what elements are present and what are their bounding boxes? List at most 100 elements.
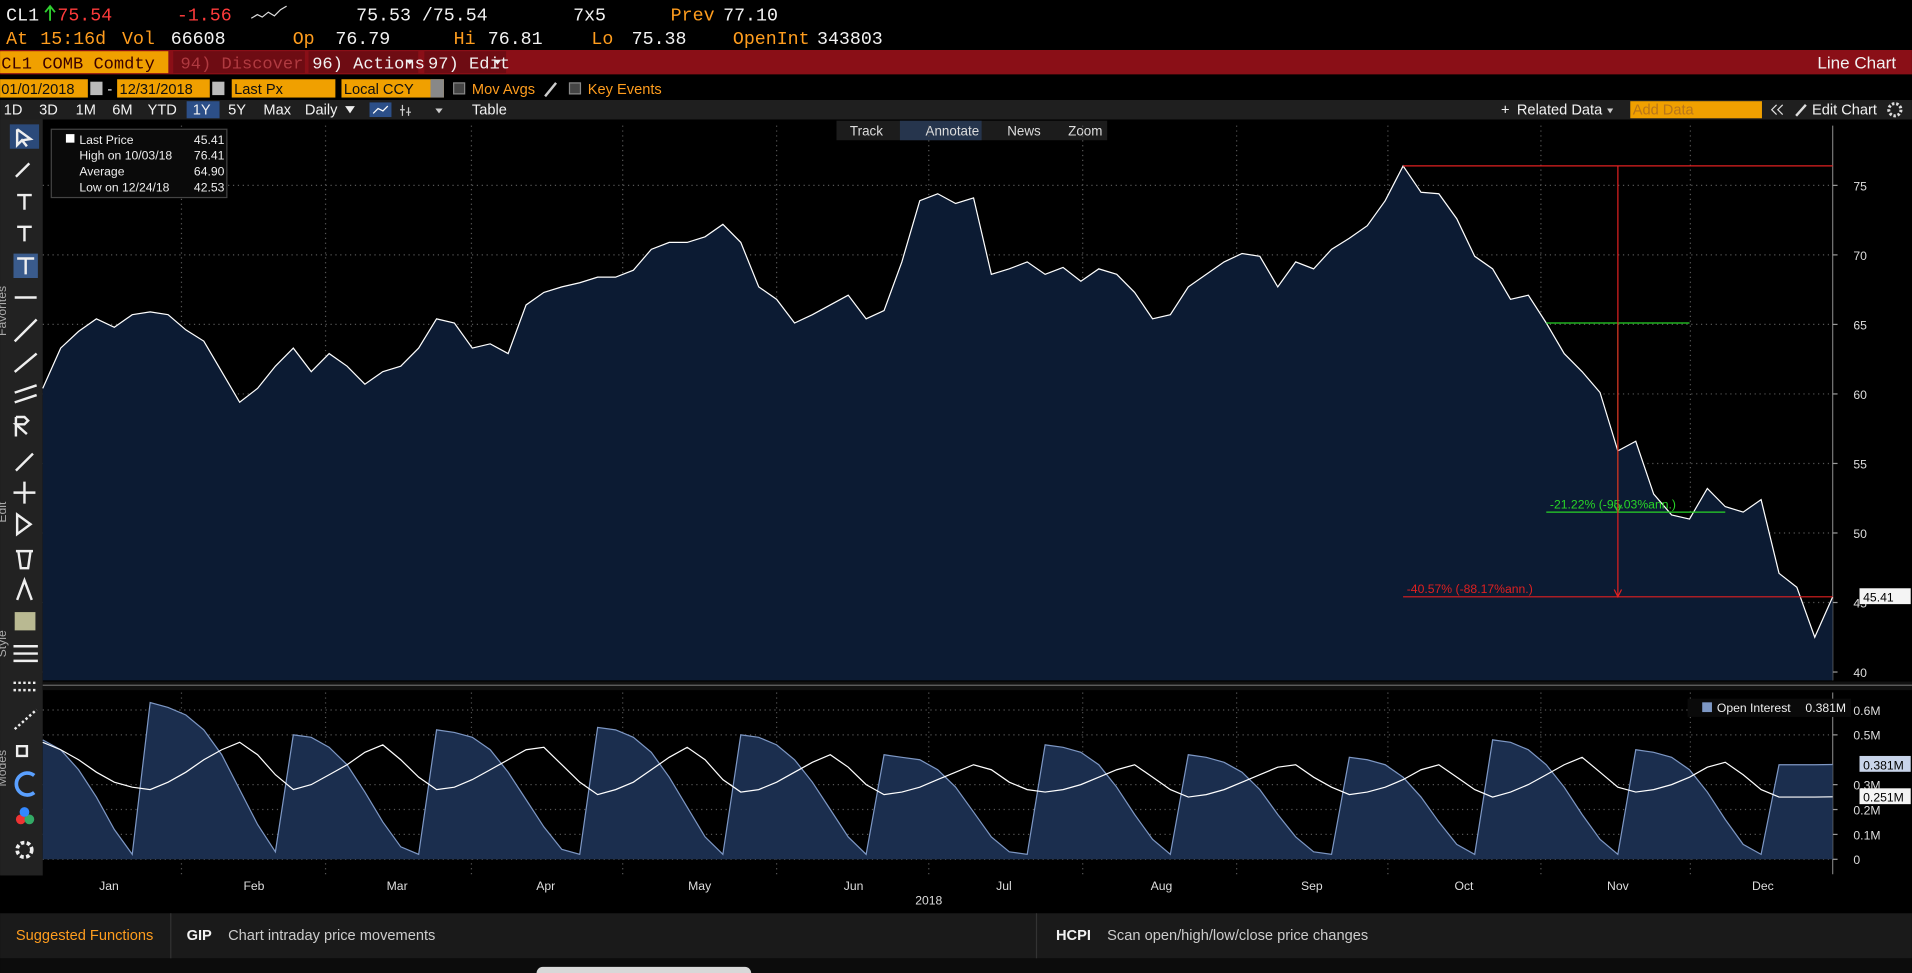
menu-button[interactable] xyxy=(173,51,305,74)
annotation-arrow xyxy=(1613,589,1623,599)
range-button[interactable]: 1D xyxy=(4,103,23,119)
function-code[interactable]: GIP xyxy=(187,928,212,944)
function-description[interactable]: Scan open/high/low/close price changes xyxy=(1107,928,1368,944)
dotted-tool[interactable] xyxy=(13,708,38,731)
x-tick-label: Jan xyxy=(99,879,119,893)
tool-button[interactable]: News xyxy=(1007,123,1041,138)
settings-tool[interactable] xyxy=(15,840,34,859)
ray-tool[interactable] xyxy=(13,352,38,373)
open-interest-value: 343803 xyxy=(817,30,883,50)
checkbox[interactable] xyxy=(453,82,466,95)
table-button[interactable]: Table xyxy=(472,103,507,119)
security-box[interactable] xyxy=(0,51,169,74)
font-tool[interactable] xyxy=(15,576,33,601)
related-data[interactable]: Related Data xyxy=(1517,103,1603,119)
retracement-tool[interactable] xyxy=(12,415,30,437)
collapse-icon[interactable] xyxy=(1770,104,1784,116)
pencil-icon[interactable] xyxy=(544,82,558,98)
range-button[interactable]: 6M xyxy=(112,103,132,119)
menu-item[interactable]: 97) Edit xyxy=(428,55,510,74)
add-data-field[interactable] xyxy=(1630,101,1762,119)
x-tick-label: Jul xyxy=(996,879,1012,893)
magnet-tool[interactable] xyxy=(14,771,36,797)
range-button[interactable]: YTD xyxy=(148,103,177,119)
legend-value: 0.381M xyxy=(1805,701,1846,715)
y-tick-label: 0 xyxy=(1853,853,1860,867)
side-label: Style xyxy=(0,630,9,657)
tool-button[interactable]: Track xyxy=(850,123,883,138)
ticker: CL1 xyxy=(6,7,39,27)
edit-chart[interactable]: Edit Chart xyxy=(1812,103,1877,119)
tool-button[interactable]: Annotate xyxy=(926,123,980,138)
select-tool[interactable] xyxy=(15,512,33,537)
legend-label: High on 10/03/18 xyxy=(79,149,172,163)
view-name: Line Chart xyxy=(1817,53,1896,72)
line-dash-tool[interactable] xyxy=(13,681,38,692)
y-tick-label: 75 xyxy=(1853,179,1867,193)
function-code[interactable]: HCPI xyxy=(1056,928,1091,944)
legend-swatch xyxy=(65,134,75,143)
range-button[interactable]: 3D xyxy=(39,103,58,119)
palette-tool[interactable] xyxy=(24,814,35,825)
dropdown-arrow[interactable] xyxy=(435,108,443,114)
series-line xyxy=(42,164,1834,639)
settings-icon[interactable] xyxy=(1887,102,1903,118)
currency-select[interactable] xyxy=(341,79,444,98)
y-tick-label: 50 xyxy=(1853,527,1867,541)
percent-tool[interactable] xyxy=(17,193,32,210)
frequency[interactable]: Daily xyxy=(305,103,338,119)
side-label: Edit xyxy=(0,501,9,523)
range-button[interactable]: 1M xyxy=(76,103,96,119)
palette-tool[interactable] xyxy=(15,814,26,825)
range-button[interactable]: Max xyxy=(263,103,291,119)
delete-tool[interactable] xyxy=(15,549,33,570)
add-data[interactable]: Add Data xyxy=(1633,103,1695,119)
checkbox[interactable] xyxy=(568,82,582,95)
function-description[interactable]: Chart intraday price movements xyxy=(228,928,435,944)
date-separator: - xyxy=(107,82,112,98)
line-style-tool[interactable] xyxy=(13,645,38,663)
dropdown-button[interactable] xyxy=(430,79,444,98)
pointer-tool[interactable] xyxy=(15,128,34,149)
field[interactable]: Last Px xyxy=(234,82,283,98)
color-tool[interactable] xyxy=(14,612,36,631)
legend-box xyxy=(50,128,228,199)
bid-ask-size: 7x5 xyxy=(573,7,606,27)
draw-tool[interactable] xyxy=(15,162,31,178)
option[interactable]: Key Events xyxy=(588,82,662,98)
menu-item[interactable]: 96) Actions xyxy=(312,55,425,74)
dollar-tool[interactable] xyxy=(17,225,32,242)
menu-button[interactable] xyxy=(308,51,419,74)
start-date[interactable]: 01/01/2018 xyxy=(1,82,74,98)
currency[interactable]: Local CCY xyxy=(344,82,414,98)
last-value-tag xyxy=(1859,755,1911,772)
date-field[interactable] xyxy=(0,79,88,98)
palette-tool[interactable] xyxy=(19,807,30,817)
channel-tool[interactable] xyxy=(14,384,38,404)
bar-icon[interactable] xyxy=(400,104,411,116)
series-line xyxy=(42,741,1833,798)
calendar-icon[interactable] xyxy=(212,81,225,96)
calendar-icon[interactable] xyxy=(90,81,103,96)
field-select[interactable] xyxy=(231,79,336,98)
trend-tool[interactable] xyxy=(13,318,38,343)
range-button[interactable]: 5Y xyxy=(228,103,246,119)
y-tick-label: 0.1M xyxy=(1853,828,1880,842)
tool-selected xyxy=(899,120,982,141)
security[interactable]: CL1 COMB Comdty xyxy=(1,55,155,74)
x-tick-label: Jun xyxy=(844,879,864,893)
y-tick-label: 0.5M xyxy=(1853,729,1880,743)
marker-tool[interactable] xyxy=(15,452,34,472)
y-tick-label: 65 xyxy=(1853,318,1867,332)
option[interactable]: Mov Avgs xyxy=(472,82,535,98)
tool-button[interactable]: Zoom xyxy=(1068,123,1102,138)
date-field[interactable] xyxy=(117,79,210,98)
end-date[interactable]: 12/31/2018 xyxy=(120,82,193,98)
move-tool[interactable] xyxy=(13,481,36,504)
snap-tool[interactable] xyxy=(15,744,29,758)
menu-button[interactable] xyxy=(424,51,507,74)
menu-item[interactable]: 94) Discover xyxy=(181,55,304,74)
range-button[interactable]: 1Y xyxy=(193,103,211,119)
taskbar xyxy=(0,958,1912,973)
